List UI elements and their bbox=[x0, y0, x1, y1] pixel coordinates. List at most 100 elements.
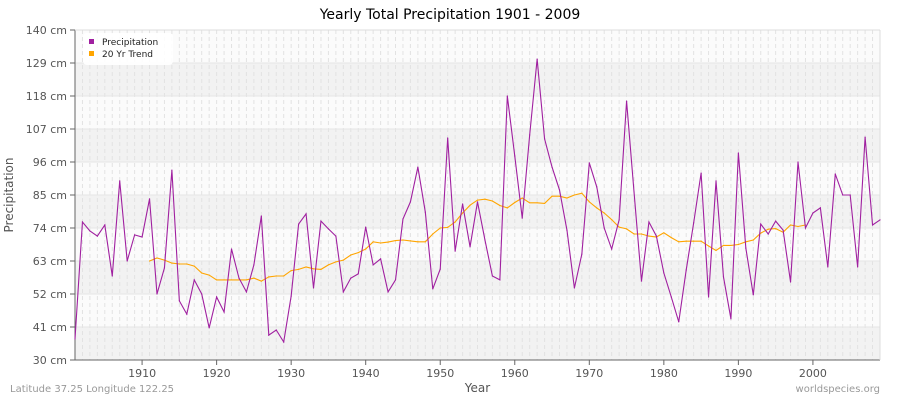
trend-point bbox=[640, 233, 643, 235]
trend-point bbox=[648, 235, 650, 237]
precipitation-point bbox=[469, 246, 471, 248]
precipitation-point bbox=[625, 100, 628, 102]
trend-point bbox=[760, 232, 762, 234]
precipitation-point bbox=[648, 221, 650, 223]
x-tick-label: 1910 bbox=[128, 367, 156, 380]
trend-point bbox=[387, 241, 389, 243]
precipitation-point bbox=[312, 287, 315, 289]
precipitation-point bbox=[775, 220, 777, 222]
precipitation-point bbox=[409, 201, 412, 203]
trend-point bbox=[484, 198, 486, 200]
x-tick-label: 1920 bbox=[203, 367, 231, 380]
trend-point bbox=[558, 195, 561, 197]
precipitation-point bbox=[447, 137, 449, 139]
y-tick-label: 41 cm bbox=[33, 321, 67, 334]
precipitation-point bbox=[864, 136, 866, 138]
trend-point bbox=[506, 207, 508, 209]
trend-point bbox=[529, 202, 531, 204]
trend-point bbox=[223, 279, 225, 281]
trend-point bbox=[208, 274, 210, 276]
trend-point bbox=[789, 224, 792, 226]
chart-title: Yearly Total Precipitation 1901 - 2009 bbox=[319, 7, 581, 23]
trend-point bbox=[245, 279, 248, 281]
y-tick-label: 107 cm bbox=[26, 123, 67, 136]
trend-point bbox=[230, 279, 233, 281]
trend-point bbox=[342, 259, 344, 261]
precipitation-point bbox=[603, 227, 605, 229]
precipitation-point bbox=[298, 223, 300, 225]
trend-point bbox=[491, 200, 494, 202]
precipitation-point bbox=[126, 260, 128, 262]
precipitation-point bbox=[857, 266, 859, 268]
precipitation-point bbox=[230, 248, 233, 250]
precipitation-point bbox=[543, 138, 546, 140]
precipitation-point bbox=[74, 338, 76, 340]
x-tick-label: 1950 bbox=[426, 367, 454, 380]
precipitation-point bbox=[417, 166, 419, 168]
precipitation-point bbox=[245, 291, 248, 293]
precipitation-point bbox=[670, 296, 672, 298]
precipitation-point bbox=[737, 152, 739, 154]
precipitation-point bbox=[558, 189, 561, 191]
precipitation-point bbox=[141, 236, 143, 238]
trend-point bbox=[156, 257, 158, 259]
precipitation-point bbox=[506, 95, 508, 97]
precipitation-point bbox=[357, 273, 359, 275]
precipitation-point bbox=[394, 279, 397, 281]
trend-point bbox=[447, 226, 449, 228]
precipitation-point bbox=[693, 222, 695, 224]
y-tick-label: 52 cm bbox=[33, 288, 67, 301]
precipitation-point bbox=[305, 213, 307, 215]
footer-site[interactable]: worldspecies.org bbox=[795, 384, 880, 395]
precipitation-point bbox=[253, 264, 255, 266]
trend-point bbox=[588, 201, 590, 203]
trend-point bbox=[685, 240, 687, 242]
trend-point bbox=[320, 268, 322, 270]
trend-point bbox=[514, 201, 516, 204]
trend-point bbox=[670, 237, 672, 239]
trend-point bbox=[253, 277, 255, 279]
y-axis-label: Precipitation bbox=[2, 157, 16, 232]
precipitation-point bbox=[521, 217, 523, 219]
precipitation-point bbox=[536, 58, 538, 60]
precipitation-point bbox=[812, 212, 814, 214]
precipitation-point bbox=[119, 180, 121, 182]
precipitation-point bbox=[685, 269, 687, 271]
legend-label: 20 Yr Trend bbox=[102, 50, 153, 60]
trend-point bbox=[678, 241, 680, 243]
trend-point bbox=[521, 197, 523, 199]
precipitation-point bbox=[216, 296, 218, 298]
trend-point bbox=[357, 252, 359, 254]
precipitation-point bbox=[424, 211, 426, 213]
legend-label: Precipitation bbox=[102, 38, 158, 48]
trend-point bbox=[290, 270, 292, 272]
precipitation-point bbox=[484, 239, 486, 241]
precipitation-point bbox=[260, 215, 262, 217]
trend-point bbox=[268, 276, 270, 278]
x-tick-label: 1940 bbox=[352, 367, 380, 380]
trend-point bbox=[432, 233, 434, 235]
x-tick-label: 2000 bbox=[799, 367, 827, 380]
precipitation-point bbox=[193, 279, 195, 281]
trend-point bbox=[581, 192, 583, 194]
trend-point bbox=[737, 243, 739, 246]
x-tick-label: 1930 bbox=[277, 367, 305, 380]
precipitation-point bbox=[89, 230, 91, 232]
trend-point bbox=[461, 212, 464, 214]
trend-point bbox=[715, 249, 717, 252]
precipitation-point bbox=[432, 288, 434, 290]
trend-point bbox=[298, 268, 300, 270]
precipitation-point bbox=[588, 162, 590, 164]
precipitation-point bbox=[148, 198, 151, 200]
y-tick-label: 74 cm bbox=[33, 222, 67, 235]
precipitation-point bbox=[745, 247, 747, 249]
legend-box bbox=[83, 33, 173, 65]
trend-point bbox=[693, 240, 695, 242]
trend-point bbox=[476, 199, 479, 201]
precipitation-point bbox=[678, 321, 680, 323]
precipitation-point bbox=[365, 226, 367, 228]
precipitation-point bbox=[163, 267, 166, 269]
precipitation-point bbox=[871, 224, 874, 226]
